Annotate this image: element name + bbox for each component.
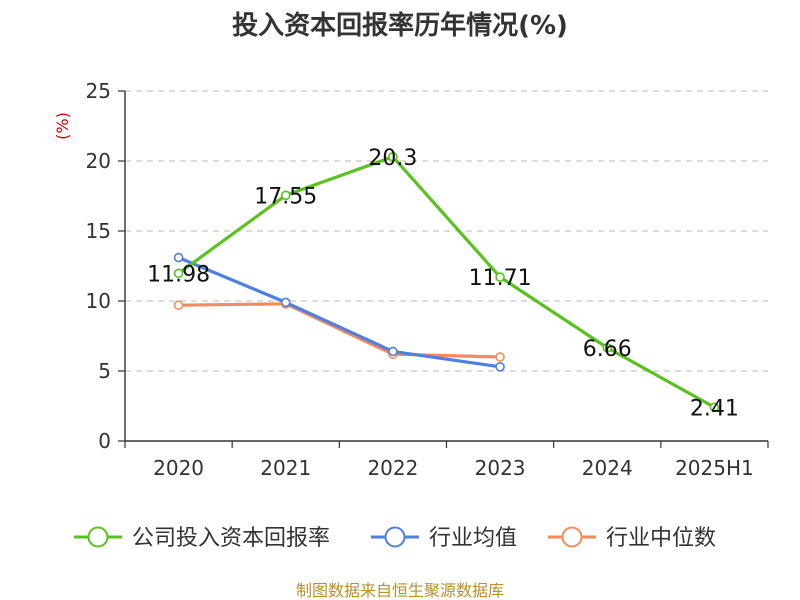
data-point [173,268,184,279]
y-tick-label: 25 [86,79,111,103]
legend-label: 行业均值 [429,526,517,551]
data-point [280,297,291,308]
legend-label: 行业中位数 [606,526,716,551]
data-label: 11.98 [147,262,210,287]
legend-marker [561,526,583,548]
x-tick-label: 2021 [260,456,311,480]
data-label: 20.3 [368,146,417,171]
y-tick-label: 20 [86,149,111,173]
data-point [280,190,291,201]
data-point [495,272,505,282]
data-point [709,402,720,413]
data-label: 6.66 [583,337,632,362]
x-tick-label: 2020 [153,456,204,480]
data-point [388,346,398,357]
legend-label: 公司投入资本回报率 [132,526,330,551]
data-point [495,361,505,372]
series-line [176,155,717,409]
axes: 0 5 10 15 20 25 2020 2021 2022 2023 2024 2025H1 [86,79,769,480]
series-line [176,256,502,369]
data-point [173,252,184,263]
grid-lines [125,90,768,372]
y-axis-label: (%) [53,112,72,140]
data-label: 2.41 [690,396,739,421]
series-line [176,302,502,359]
y-tick-label: 10 [86,289,111,313]
x-tick-label: 2022 [367,456,418,480]
x-tick-label: 2024 [582,456,633,480]
data-point [602,342,613,353]
source-footer: 制图数据来自恒生聚源数据库 [296,581,504,600]
x-tick-label: 2025H1 [675,456,754,480]
data-point [173,300,184,311]
legend-marker [384,526,406,548]
y-tick-label: 15 [86,219,111,243]
data-point [495,352,505,362]
data-labels: 11.98 17.55 20.3 11.71 6.66 2.41 [147,146,739,421]
x-tick-label: 2023 [475,456,526,480]
chart-title: 投入资本回报率历年情况(%) [232,10,568,41]
y-tick-label: 5 [98,359,111,383]
legend-marker [87,526,109,548]
y-tick-label: 0 [98,429,111,453]
data-point [388,152,398,162]
series-lines [173,152,720,413]
legend: 公司投入资本回报率 行业均值 行业中位数 [74,526,716,551]
data-label: 17.55 [254,184,317,209]
data-label: 11.71 [469,266,532,291]
